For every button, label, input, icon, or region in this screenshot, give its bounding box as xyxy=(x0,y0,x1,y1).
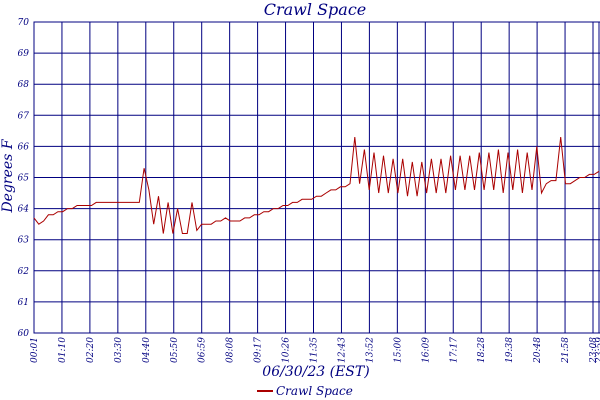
grid xyxy=(33,21,600,334)
y-tick-label: 60 xyxy=(18,329,30,339)
y-tick-label: 62 xyxy=(18,267,30,277)
legend: Crawl Space xyxy=(257,384,353,398)
x-tick-label: 13:52 xyxy=(365,337,375,363)
y-tick-label: 65 xyxy=(18,174,30,184)
y-tick-label: 68 xyxy=(18,80,30,90)
y-tick-label: 63 xyxy=(18,236,30,246)
y-tick-label: 61 xyxy=(18,298,29,308)
x-tick-label: 10:26 xyxy=(282,337,292,363)
y-tick-label: 69 xyxy=(18,49,30,59)
x-tick-label: 08:08 xyxy=(226,337,236,363)
y-axis-label: Degrees F xyxy=(0,138,16,213)
y-tick-label: 64 xyxy=(18,205,30,215)
x-tick-label: 17:17 xyxy=(449,337,459,363)
y-tick-labels: 60 61 62 63 64 65 66 67 68 69 70 xyxy=(18,18,30,339)
x-tick-label: 15:00 xyxy=(393,337,403,363)
series-group xyxy=(33,137,600,234)
x-tick-label: 05:50 xyxy=(170,337,180,363)
x-tick-label: 23:59 xyxy=(595,337,600,364)
x-tick-label: 16:09 xyxy=(421,337,431,363)
series-line-0 xyxy=(33,137,600,234)
x-tick-label: 18:28 xyxy=(477,337,487,363)
chart-title: Crawl Space xyxy=(264,0,367,19)
x-tick-label: 21:58 xyxy=(561,337,571,364)
plot-frame xyxy=(33,21,600,334)
x-tick-labels: 00:01 01:10 02:20 03:30 04:40 05:50 06:59 08:08… xyxy=(30,337,600,364)
y-tick-label: 66 xyxy=(18,142,30,152)
legend-label: Crawl Space xyxy=(276,384,353,398)
x-tick-label: 02:20 xyxy=(86,337,96,363)
y-tick-label: 70 xyxy=(18,18,30,28)
x-tick-label: 09:17 xyxy=(254,337,264,363)
x-tick-label: 12:43 xyxy=(337,337,347,363)
y-tick-label: 67 xyxy=(18,111,30,121)
x-tick-label: 06:59 xyxy=(198,337,208,363)
x-tick-label: 11:35 xyxy=(310,337,320,363)
x-tick-label: 04:40 xyxy=(142,337,152,363)
x-tick-label: 20:48 xyxy=(533,337,543,364)
x-axis-label: 06/30/23 (EST) xyxy=(262,364,369,380)
x-tick-label: 01:10 xyxy=(58,337,68,363)
x-tick-label: 03:30 xyxy=(114,337,124,363)
x-tick-label: 00:01 xyxy=(30,337,40,363)
x-tick-label: 19:38 xyxy=(505,337,515,363)
x-tick-label: 23:08 xyxy=(589,337,599,364)
